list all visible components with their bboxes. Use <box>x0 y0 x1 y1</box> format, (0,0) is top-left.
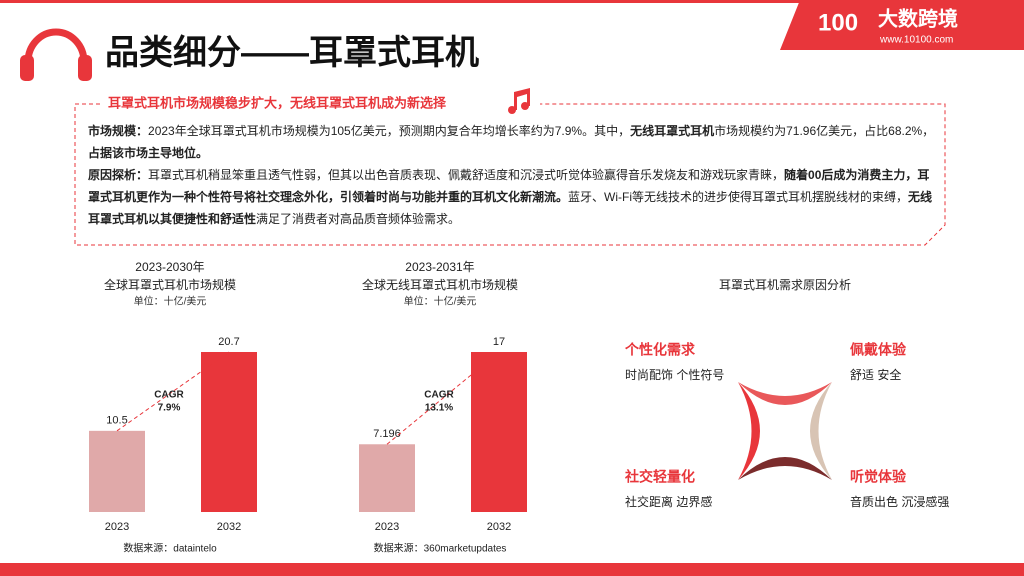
summary-frame <box>74 103 946 246</box>
text-run: 随着00后成为消费主力，耳罩式耳机更作为一种个性符号将社交理念外化，引领着时尚与… <box>88 168 930 204</box>
chart-unit: 单位：十亿/美元 <box>404 295 477 308</box>
logo-mark: 100 <box>818 9 858 36</box>
value-label: 7.196 <box>373 428 401 440</box>
logo-bg <box>780 0 1024 50</box>
cagr-label: CAGR <box>424 390 454 401</box>
demand-item-title: 个性化需求 <box>624 342 696 358</box>
chart-title: 全球耳罩式耳机市场规模 <box>104 277 236 292</box>
demand-graphic <box>738 382 832 480</box>
chart-unit: 单位：十亿/美元 <box>134 295 207 308</box>
text-run: 满足了消费者对高品质音频体验需求。 <box>256 212 461 226</box>
bottom-bar <box>0 563 1024 576</box>
demand-item-desc: 时尚配饰 个性符号 <box>625 367 724 382</box>
headphone-icon <box>20 28 92 81</box>
x-tick-label: 2023 <box>105 521 129 533</box>
x-tick-label: 2032 <box>217 521 241 533</box>
top-rule <box>0 0 1024 3</box>
cagr-value: 13.1% <box>425 403 453 414</box>
trend-line <box>116 351 230 432</box>
page-title: 品类细分——耳罩式耳机 <box>105 34 479 72</box>
demand-title: 耳罩式耳机需求原因分析 <box>719 278 851 292</box>
value-label: 17 <box>493 336 505 348</box>
logo-url: www.10100.com <box>879 35 953 46</box>
demand-item-title: 佩戴体验 <box>850 342 907 358</box>
summary-text: 市场规模：2023年全球耳罩式耳机市场规模为105亿美元，预测期内复合年均增长率… <box>88 120 938 230</box>
cagr-label: CAGR <box>154 390 184 401</box>
text-run: 市场规模： <box>88 124 149 138</box>
text-run: 无线耳罩式耳机 <box>630 124 715 138</box>
bar <box>359 444 415 512</box>
bar <box>89 430 145 512</box>
text-run: 耳罩式耳机稍显笨重且透气性弱，但其以出色音质表现、佩戴舒适度和沉浸式听觉体验赢得… <box>148 168 785 182</box>
text-run: 蓝牙、Wi-Fi等无线技术的进步使得耳罩式耳机摆脱线材的束缚， <box>568 190 909 204</box>
value-label: 20.7 <box>218 336 239 348</box>
demand-item-desc: 音质出色 沉浸感强 <box>850 494 949 509</box>
trend-line <box>386 351 500 445</box>
demand-item-title: 听觉体验 <box>850 469 907 485</box>
bar <box>471 352 527 512</box>
x-tick-label: 2023 <box>375 521 399 533</box>
value-label: 10.5 <box>106 415 127 427</box>
text-run: 2023年全球耳罩式耳机市场规模为105亿美元，预测期内复合年均增长率约为7.9… <box>148 124 631 138</box>
bar <box>201 352 257 512</box>
demand-item-title: 社交轻量化 <box>624 469 695 485</box>
logo-name: 大数跨境 <box>878 6 958 30</box>
text-run: 原因探析： <box>88 168 149 182</box>
text-run: 市场规模约为71.96亿美元，占比68.2%， <box>714 124 935 138</box>
music-icon <box>508 88 530 114</box>
summary-heading: 耳罩式耳机市场规模稳步扩大，无线耳罩式耳机成为新选择 <box>108 95 447 110</box>
demand-item-desc: 社交距离 边界感 <box>625 494 712 509</box>
cagr-value: 7.9% <box>158 403 181 414</box>
chart-source: 数据来源：dataintelo <box>123 542 217 555</box>
paragraph: 市场规模：2023年全球耳罩式耳机市场规模为105亿美元，预测期内复合年均增长率… <box>88 120 938 164</box>
chart-source: 数据来源：360marketupdates <box>374 542 507 555</box>
paragraph: 原因探析：耳罩式耳机稍显笨重且透气性弱，但其以出色音质表现、佩戴舒适度和沉浸式听… <box>88 164 938 230</box>
chart-title: 全球无线耳罩式耳机市场规模 <box>362 277 518 292</box>
chart-period: 2023-2031年 <box>405 260 474 274</box>
chart-period: 2023-2030年 <box>135 260 204 274</box>
text-run: 占据该市场主导地位。 <box>88 146 209 160</box>
demand-item-desc: 舒适 安全 <box>850 367 901 382</box>
text-run: 无线耳罩式耳机以其便捷性和舒适性 <box>88 190 933 226</box>
x-tick-label: 2032 <box>487 521 511 533</box>
